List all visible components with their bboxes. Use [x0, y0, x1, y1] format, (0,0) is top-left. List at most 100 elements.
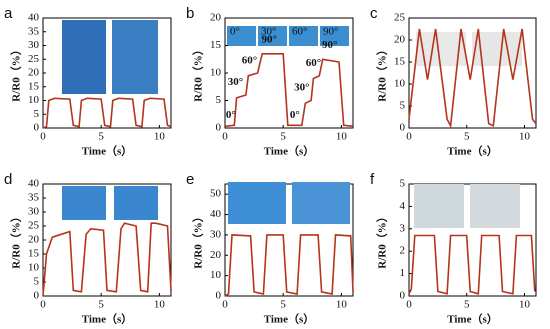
x-axis-label: Time（s） — [82, 313, 133, 326]
y-axis-label: R/R0（%） — [192, 211, 205, 268]
line — [408, 234, 536, 295]
y-tick-label: 30 — [210, 228, 222, 240]
x-axis-label: Time（s） — [447, 313, 498, 326]
axes-frame — [408, 17, 537, 129]
y-axis-label: R/R0（%） — [376, 211, 389, 268]
photo — [62, 20, 106, 94]
x-axis-label: Time（s） — [264, 313, 315, 326]
y-tick-label: 0 — [216, 290, 222, 302]
y-tick-label: 2 — [400, 245, 406, 257]
annotation: 0° — [226, 109, 236, 121]
panel-letter: c — [370, 5, 378, 22]
panel-letter: a — [4, 5, 13, 22]
photo-label: 90° — [323, 26, 338, 38]
y-tick-label: 40 — [210, 208, 222, 220]
line — [408, 28, 537, 129]
y-tick-label: 0 — [34, 122, 40, 134]
y-tick-label: 5 — [34, 276, 40, 288]
panel: e 0 10 20 30 40 50 0 5 10 Time（s） R/R0（%） — [186, 171, 354, 326]
panel-letter: d — [4, 171, 12, 188]
annotation: 30° — [228, 76, 243, 88]
x-tick-label: 0 — [40, 131, 46, 143]
y-tick-label: 10 — [394, 78, 406, 90]
photo-label: 0° — [230, 26, 240, 38]
x-tick-label: 10 — [336, 131, 348, 143]
y-tick-label: 35 — [28, 25, 40, 37]
annotation: 30° — [294, 81, 309, 93]
photo — [227, 26, 256, 46]
photo-label: 60° — [292, 26, 307, 38]
x-tick-label: 5 — [464, 299, 470, 311]
x-tick-label: 5 — [98, 131, 104, 143]
y-tick-label: 4 — [400, 200, 406, 212]
photo — [292, 182, 350, 224]
photo-label: 30° — [261, 26, 276, 38]
y-tick-label: 30 — [28, 39, 40, 51]
y-tick-label: 20 — [28, 234, 40, 246]
y-tick-label: 25 — [28, 53, 40, 65]
annotation: 90° — [322, 39, 337, 51]
y-tick-label: 20 — [210, 249, 222, 261]
x-tick-label: 0 — [406, 299, 412, 311]
photo — [258, 26, 287, 46]
x-tick-label: 5 — [280, 131, 286, 143]
panel-letter: f — [370, 171, 375, 188]
y-tick-label: 15 — [28, 248, 40, 260]
y-tick-label: 25 — [394, 12, 406, 24]
x-axis-label: Time（s） — [264, 145, 315, 158]
photo — [470, 184, 520, 228]
y-tick-label: 0 — [400, 290, 406, 302]
x-tick-label: 10 — [154, 299, 166, 311]
x-tick-label: 10 — [336, 299, 348, 311]
y-tick-label: 20 — [28, 67, 40, 79]
panel-letter: e — [186, 171, 194, 188]
y-tick-label: 30 — [28, 206, 40, 218]
x-tick-label: 0 — [222, 299, 228, 311]
line — [42, 222, 172, 297]
y-tick-label: 40 — [28, 178, 40, 190]
x-tick-label: 5 — [98, 299, 104, 311]
y-tick-label: 10 — [210, 67, 222, 79]
y-tick-label: 1 — [400, 267, 406, 279]
x-axis-label: Time（s） — [447, 145, 498, 158]
y-tick-label: 0 — [34, 290, 40, 302]
y-axis-label: R/R0（%） — [10, 44, 23, 101]
line — [42, 97, 172, 129]
y-tick-label: 25 — [28, 220, 40, 232]
y-axis-label: R/R0（%） — [10, 211, 23, 268]
x-tick-label: 5 — [464, 131, 470, 143]
axes-frame — [224, 183, 354, 297]
y-axis-label: R/R0（%） — [376, 44, 389, 101]
y-tick-label: 0 — [216, 122, 222, 134]
x-tick-label: 5 — [280, 299, 286, 311]
annotation: 90° — [262, 34, 277, 46]
y-tick-label: 20 — [210, 12, 222, 24]
y-tick-label: 10 — [28, 94, 40, 106]
y-tick-label: 35 — [28, 192, 40, 204]
annotation: 60° — [242, 54, 257, 66]
y-tick-label: 40 — [28, 12, 40, 24]
annotation: 60° — [306, 57, 321, 69]
y-tick-label: 3 — [400, 222, 406, 234]
x-axis-label: Time（s） — [82, 145, 133, 158]
y-tick-label: 10 — [210, 269, 222, 281]
photo — [112, 20, 158, 94]
x-tick-label: 10 — [154, 131, 166, 143]
y-tick-label: 10 — [28, 262, 40, 274]
x-tick-label: 0 — [40, 299, 46, 311]
y-tick-label: 5 — [400, 100, 406, 112]
x-tick-label: 0 — [406, 131, 412, 143]
y-tick-label: 15 — [210, 39, 222, 51]
y-tick-label: 5 — [34, 108, 40, 120]
x-tick-label: 0 — [222, 131, 228, 143]
panel: f 0 1 2 3 4 5 0 5 10 Time（s） R/R0（%） — [370, 171, 537, 326]
photo — [289, 26, 318, 46]
y-tick-label: 15 — [394, 56, 406, 68]
photo — [62, 186, 106, 220]
photo — [114, 186, 158, 220]
line — [224, 53, 354, 128]
